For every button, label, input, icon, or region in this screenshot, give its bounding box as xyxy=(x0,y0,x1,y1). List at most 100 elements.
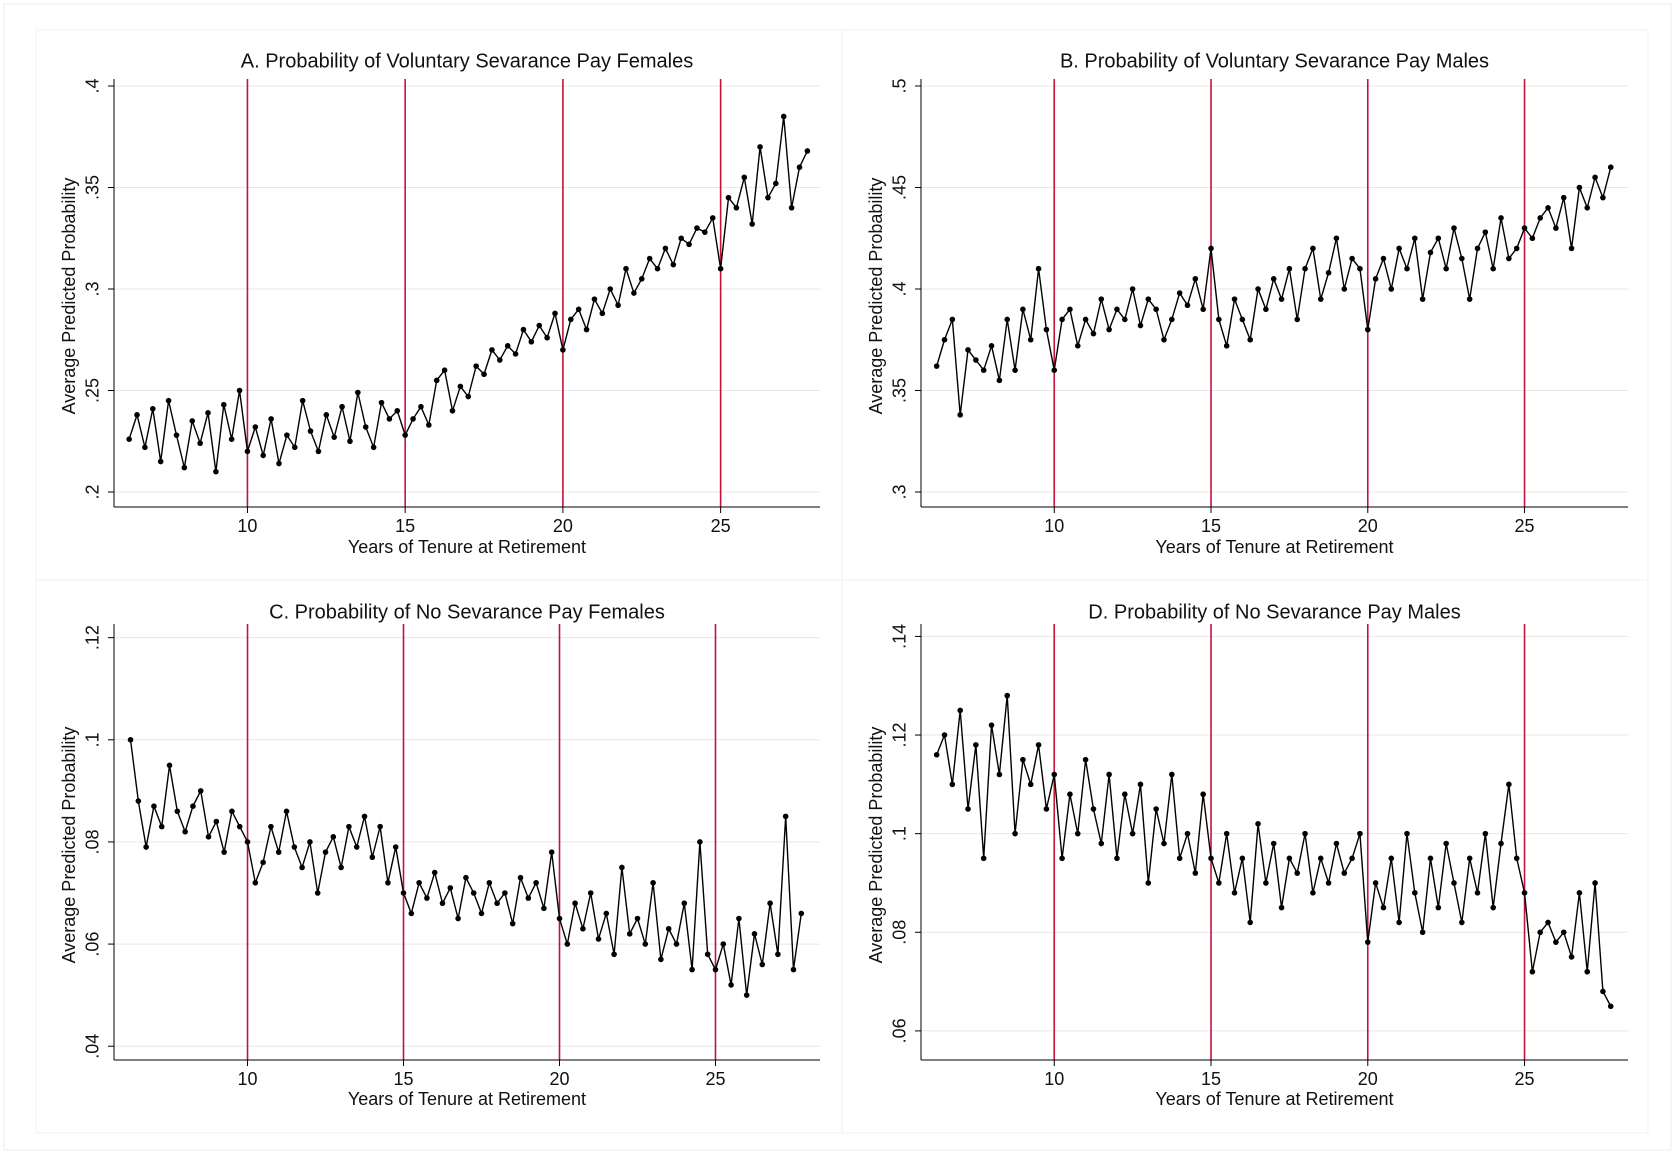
data-point xyxy=(502,890,508,896)
data-point xyxy=(347,438,353,445)
data-point xyxy=(1357,830,1363,837)
data-point xyxy=(1027,781,1034,788)
data-point xyxy=(580,925,586,932)
data-point xyxy=(1106,771,1112,778)
data-point xyxy=(595,936,602,942)
data-point xyxy=(1121,316,1128,323)
data-point xyxy=(260,859,266,866)
data-point xyxy=(548,849,555,855)
data-point xyxy=(988,343,995,349)
data-point xyxy=(749,221,755,227)
data-point xyxy=(126,436,132,443)
x-tick-label: 15 xyxy=(393,1069,413,1089)
data-point xyxy=(213,818,220,825)
data-point xyxy=(1278,904,1285,911)
data-point xyxy=(323,412,330,418)
data-point xyxy=(670,261,677,268)
data-point xyxy=(1129,830,1136,837)
y-tick-label: .08 xyxy=(890,920,910,945)
data-point xyxy=(284,432,290,438)
data-point xyxy=(1012,830,1018,837)
data-point xyxy=(1074,343,1081,349)
data-point xyxy=(560,347,566,353)
data-point xyxy=(1239,855,1246,862)
data-point xyxy=(1451,880,1457,886)
data-point xyxy=(1396,245,1402,252)
data-point xyxy=(775,951,781,958)
data-point xyxy=(338,864,344,871)
data-point xyxy=(151,803,157,809)
x-tick-label: 20 xyxy=(1358,1069,1378,1089)
data-point xyxy=(575,306,582,313)
data-point xyxy=(1404,830,1410,837)
data-point xyxy=(252,879,259,886)
data-point xyxy=(1184,302,1191,309)
data-point xyxy=(1270,840,1277,847)
data-point xyxy=(1341,286,1348,292)
data-point xyxy=(1607,164,1614,171)
data-point xyxy=(638,276,645,282)
data-point xyxy=(1529,235,1536,242)
data-point xyxy=(1333,840,1340,847)
panel-frame xyxy=(841,579,1649,1134)
data-point xyxy=(933,363,940,369)
x-axis-label: Years of Tenure at Retirement xyxy=(1155,1089,1393,1109)
data-point xyxy=(980,367,987,373)
data-point xyxy=(362,424,369,430)
y-axis-label: Average Predicted Probability xyxy=(866,727,886,964)
data-point xyxy=(1043,326,1050,333)
data-point xyxy=(1145,880,1152,886)
data-point xyxy=(1341,870,1348,876)
data-point xyxy=(1231,296,1238,302)
x-tick-label: 10 xyxy=(237,516,257,536)
x-tick-label: 10 xyxy=(1044,1069,1064,1089)
data-point xyxy=(1074,830,1081,837)
data-point xyxy=(1020,756,1026,763)
y-tick-label: .25 xyxy=(83,378,103,403)
data-point xyxy=(346,823,352,830)
data-point xyxy=(1153,306,1159,313)
data-point xyxy=(418,403,424,410)
data-point xyxy=(504,343,511,349)
data-point xyxy=(150,405,156,412)
data-point xyxy=(1357,265,1363,272)
data-point xyxy=(1388,286,1395,292)
data-point xyxy=(1372,880,1379,886)
data-point xyxy=(1247,336,1254,343)
data-point xyxy=(1286,265,1293,272)
data-point xyxy=(426,422,432,428)
data-point xyxy=(189,418,196,424)
data-point xyxy=(1498,215,1504,221)
data-point xyxy=(213,468,219,475)
data-point xyxy=(603,910,610,917)
data-point xyxy=(1553,939,1559,945)
data-point xyxy=(1435,904,1442,911)
y-axis-label: Average Predicted Probability xyxy=(59,178,79,415)
data-point xyxy=(1263,306,1269,313)
data-point xyxy=(1216,316,1222,323)
data-point xyxy=(743,992,750,998)
x-tick-label: 15 xyxy=(1201,1069,1221,1089)
data-point xyxy=(1090,330,1097,337)
y-tick-label: .12 xyxy=(83,625,103,650)
data-point xyxy=(525,895,532,901)
data-point xyxy=(702,229,708,235)
data-point xyxy=(1310,890,1316,896)
data-point xyxy=(1294,316,1301,323)
data-point xyxy=(433,377,440,384)
data-point xyxy=(392,844,399,850)
data-point xyxy=(1098,296,1105,302)
data-point xyxy=(509,920,516,927)
data-point xyxy=(1263,880,1269,886)
data-point xyxy=(1114,306,1120,313)
data-point xyxy=(1176,290,1183,296)
x-tick-label: 15 xyxy=(395,516,415,536)
y-tick-label: .06 xyxy=(83,932,103,957)
data-point xyxy=(1521,890,1528,896)
data-point xyxy=(973,742,979,748)
data-point xyxy=(587,890,594,896)
data-point xyxy=(689,966,695,973)
data-point xyxy=(190,803,196,809)
data-point xyxy=(385,879,391,886)
data-point xyxy=(607,286,614,292)
